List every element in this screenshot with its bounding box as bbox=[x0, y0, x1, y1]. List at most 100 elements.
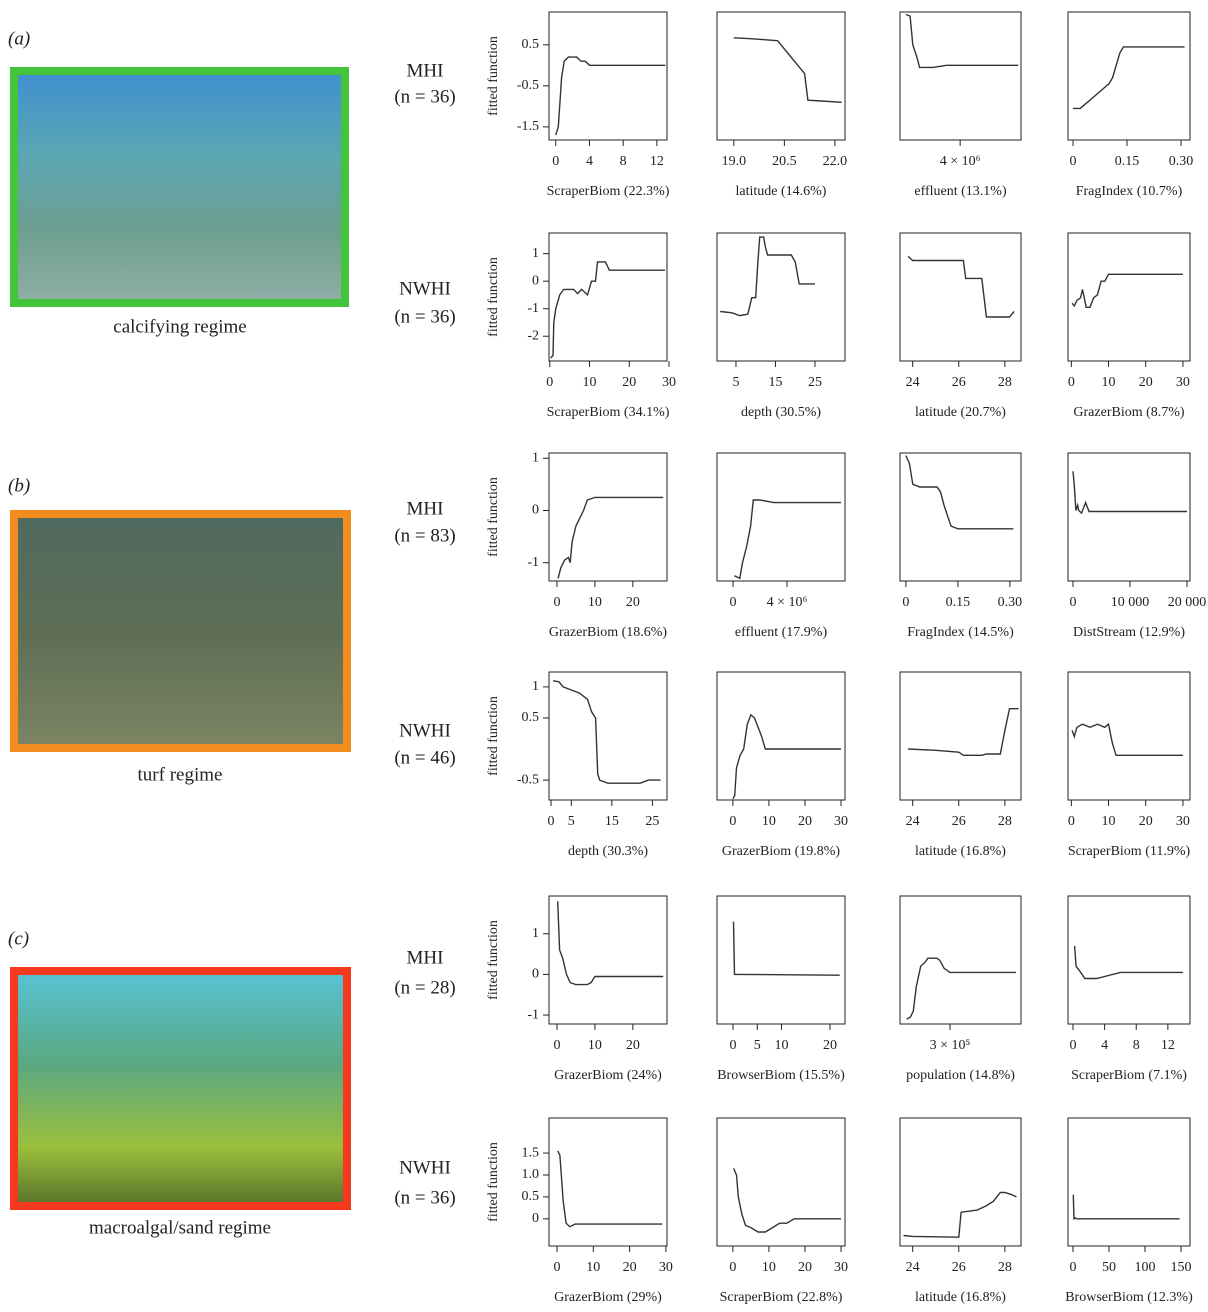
y-tick-label: -1.5 bbox=[517, 119, 539, 134]
plot-box bbox=[717, 453, 845, 581]
plot-box bbox=[900, 233, 1021, 361]
y-axis-label: fitted function bbox=[486, 696, 501, 776]
line bbox=[734, 1168, 841, 1232]
x-axis-label: GrazerBiom (29%) bbox=[554, 1290, 662, 1305]
sample-size: (n = 28) bbox=[394, 977, 455, 998]
x-tick-label: 10 bbox=[1102, 814, 1116, 829]
plot-box bbox=[549, 233, 667, 361]
x-tick-label: 20.5 bbox=[772, 154, 797, 169]
regime-label: macroalgal/sand regime bbox=[89, 1217, 271, 1238]
sample-size: (n = 36) bbox=[394, 86, 455, 107]
line bbox=[908, 256, 1014, 317]
plot-box bbox=[1068, 233, 1190, 361]
x-tick-label: 0 bbox=[729, 814, 736, 829]
x-axis-label: effluent (17.9%) bbox=[735, 625, 828, 640]
y-tick-label: 0.5 bbox=[522, 1189, 540, 1204]
x-tick-label: 8 bbox=[620, 154, 627, 169]
y-tick-label: 1.5 bbox=[522, 1145, 540, 1160]
plot-box bbox=[717, 1118, 845, 1246]
panel-letter: (a) bbox=[8, 28, 30, 49]
x-tick-label: 0 bbox=[729, 1260, 736, 1275]
line bbox=[733, 715, 841, 799]
y-tick-label: 0 bbox=[532, 503, 539, 518]
x-tick-label: 20 bbox=[1139, 814, 1153, 829]
x-tick-label: 20 000 bbox=[1168, 595, 1207, 610]
plot-box bbox=[549, 453, 667, 581]
x-tick-label: 8 bbox=[1133, 1038, 1140, 1053]
line bbox=[734, 922, 840, 976]
x-tick-label: 20 bbox=[626, 595, 640, 610]
region-label: NWHI bbox=[399, 720, 451, 741]
sample-size: (n = 83) bbox=[394, 525, 455, 546]
plot-box bbox=[900, 12, 1021, 140]
line bbox=[1075, 946, 1183, 979]
x-tick-label: 0 bbox=[730, 1038, 737, 1053]
y-tick-label: 1 bbox=[532, 679, 539, 694]
x-tick-label: 10 bbox=[774, 1038, 788, 1053]
x-tick-label: 24 bbox=[906, 375, 920, 390]
x-tick-label: 28 bbox=[998, 1260, 1012, 1275]
x-tick-label: 5 bbox=[568, 814, 575, 829]
line bbox=[907, 958, 1016, 1019]
y-tick-label: 0 bbox=[532, 1211, 539, 1226]
x-axis-label: DistStream (12.9%) bbox=[1073, 625, 1185, 640]
plot-box bbox=[1068, 896, 1190, 1024]
x-tick-label: 10 bbox=[1102, 375, 1116, 390]
x-tick-label: 25 bbox=[808, 375, 822, 390]
x-tick-label: 0 bbox=[1068, 814, 1075, 829]
x-axis-label: ScraperBiom (11.9%) bbox=[1068, 844, 1191, 859]
x-axis-label: latitude (14.6%) bbox=[736, 184, 827, 199]
y-tick-label: 0 bbox=[532, 967, 539, 982]
plot-box bbox=[549, 12, 667, 140]
plot-box bbox=[1068, 672, 1190, 800]
x-axis-label: FragIndex (10.7%) bbox=[1076, 184, 1183, 199]
x-axis-label: BrowserBiom (12.3%) bbox=[1065, 1290, 1193, 1305]
line bbox=[904, 1193, 1017, 1238]
sample-size: (n = 36) bbox=[394, 1187, 455, 1208]
y-tick-label: 0.5 bbox=[522, 710, 540, 725]
x-tick-label: 0 bbox=[548, 814, 555, 829]
x-tick-label: 15 bbox=[605, 814, 619, 829]
y-axis-label: fitted function bbox=[486, 36, 501, 116]
line bbox=[1072, 724, 1183, 755]
line bbox=[734, 38, 842, 103]
x-tick-label: 24 bbox=[906, 1260, 920, 1275]
line bbox=[720, 237, 815, 316]
region-label: MHI bbox=[407, 947, 444, 968]
x-tick-label: 20 bbox=[798, 1260, 812, 1275]
x-tick-label: 10 bbox=[588, 1038, 602, 1053]
line bbox=[558, 497, 663, 578]
plot-box bbox=[717, 896, 845, 1024]
x-tick-label: 30 bbox=[834, 814, 848, 829]
x-tick-label: 10 000 bbox=[1111, 595, 1150, 610]
line bbox=[558, 1151, 663, 1227]
x-axis-label: FragIndex (14.5%) bbox=[907, 625, 1014, 640]
x-tick-label: 4 bbox=[1101, 1038, 1108, 1053]
line bbox=[906, 15, 1018, 68]
x-tick-label: 0 bbox=[1069, 1038, 1076, 1053]
x-tick-label: 0 bbox=[546, 375, 553, 390]
x-axis-label: latitude (16.8%) bbox=[915, 1290, 1006, 1305]
x-tick-label: 0 bbox=[1070, 595, 1077, 610]
x-tick-label: 28 bbox=[998, 814, 1012, 829]
line bbox=[551, 262, 665, 358]
photo-macroalgal bbox=[14, 971, 347, 1206]
x-tick-label: 26 bbox=[952, 375, 966, 390]
x-tick-label: 10 bbox=[586, 1260, 600, 1275]
x-tick-label: 0.15 bbox=[1115, 154, 1140, 169]
line bbox=[1072, 274, 1183, 307]
x-tick-label: 3 × 10⁵ bbox=[930, 1038, 971, 1053]
photo-turf bbox=[14, 514, 347, 748]
x-axis-label: latitude (16.8%) bbox=[915, 844, 1006, 859]
x-tick-label: 4 × 10⁶ bbox=[940, 154, 981, 169]
x-tick-label: 20 bbox=[1139, 375, 1153, 390]
x-axis-label: GrazerBiom (8.7%) bbox=[1073, 405, 1185, 420]
x-axis-label: depth (30.5%) bbox=[741, 405, 821, 420]
x-axis-label: latitude (20.7%) bbox=[915, 405, 1006, 420]
x-axis-label: ScraperBiom (7.1%) bbox=[1071, 1068, 1187, 1083]
x-axis-label: ScraperBiom (34.1%) bbox=[547, 405, 670, 420]
plot-box bbox=[900, 1118, 1021, 1246]
y-tick-label: -1 bbox=[527, 1007, 539, 1022]
x-tick-label: 0 bbox=[553, 1260, 560, 1275]
x-tick-label: 12 bbox=[1161, 1038, 1175, 1053]
